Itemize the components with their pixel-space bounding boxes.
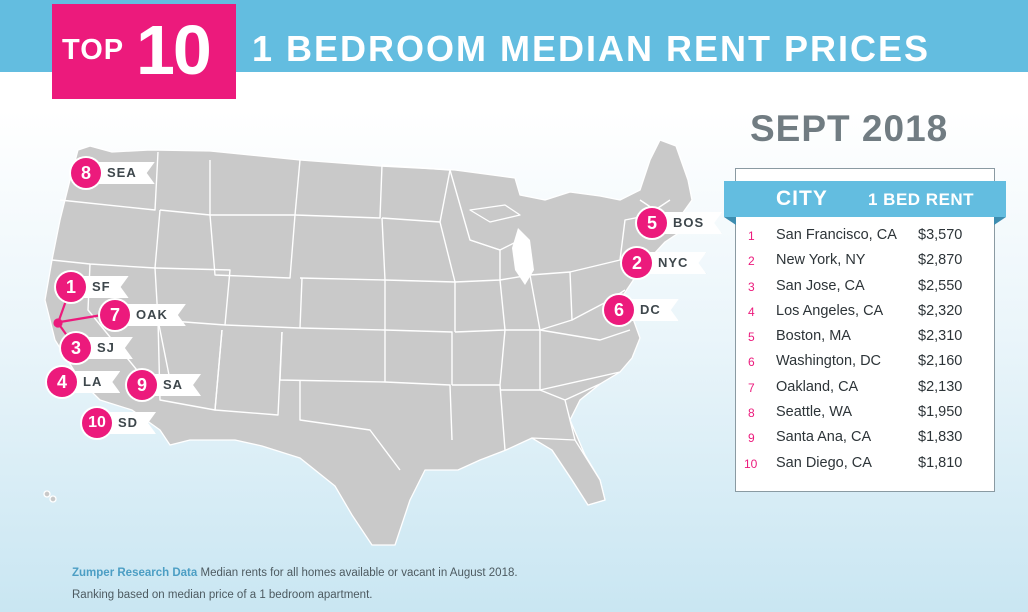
marker-rank: 9 xyxy=(127,370,157,400)
table-row: 7 Oakland, CA $2,130 xyxy=(736,377,994,402)
hawaii-dot xyxy=(49,495,57,503)
marker-rank: 5 xyxy=(637,208,667,238)
row-rank: 4 xyxy=(748,304,755,319)
row-rent: $1,830 xyxy=(918,429,963,446)
marker-rank: 2 xyxy=(622,248,652,278)
lake-michigan xyxy=(512,228,534,285)
row-city: Washington, DC xyxy=(776,353,882,370)
report-date: SEPT 2018 xyxy=(750,108,949,149)
florida xyxy=(531,437,606,506)
row-city: Los Angeles, CA xyxy=(776,302,884,319)
table-row: 10 San Diego, CA $1,810 xyxy=(736,453,994,478)
hawaii-dot xyxy=(43,490,51,498)
marker-rank: 1 xyxy=(56,272,86,302)
table-header: CITY 1 BED RENT xyxy=(724,181,1006,225)
oak-connector xyxy=(59,313,103,324)
row-rent: $3,570 xyxy=(918,227,963,243)
source-link[interactable]: Zumper Research Data xyxy=(72,567,198,579)
marker-rank: 6 xyxy=(604,295,634,325)
table-row: 2 New York, NY $2,870 xyxy=(736,250,994,275)
table-row: 9 Santa Ana, CA $1,830 xyxy=(736,427,994,452)
table-row: 6 Washington, DC $2,160 xyxy=(736,351,994,376)
row-city: New York, NY xyxy=(776,252,866,269)
col-rent-header: 1 BED RENT xyxy=(868,190,975,209)
footer-note-2: Ranking based on median price of a 1 bed… xyxy=(72,589,373,601)
row-rank: 9 xyxy=(748,431,755,446)
us-states xyxy=(43,139,693,546)
us-mainland-shape xyxy=(44,139,693,546)
marker-label: SEA xyxy=(93,162,155,184)
marker-rank: 7 xyxy=(100,300,130,330)
table-row: 8 Seattle, WA $1,950 xyxy=(736,402,994,427)
row-rent: $2,130 xyxy=(918,378,963,395)
page-title: 1 BEDROOM MEDIAN RENT PRICES xyxy=(252,28,931,69)
row-city: Boston, MA xyxy=(776,328,851,345)
row-rank: 6 xyxy=(748,355,755,370)
row-city: San Jose, CA xyxy=(776,277,865,294)
footer-source-line: Zumper Research Data Median rents for al… xyxy=(72,567,518,579)
marker-label: SF xyxy=(78,276,129,298)
marker-label: SD xyxy=(104,412,156,434)
row-rent: $1,810 xyxy=(918,454,963,471)
row-city: Seattle, WA xyxy=(776,404,853,421)
marker-label: NYC xyxy=(644,252,706,274)
table-row: 3 San Jose, CA $2,550 xyxy=(736,276,994,301)
row-rank: 7 xyxy=(748,380,755,395)
row-rent: $2,320 xyxy=(918,302,963,319)
marker-rank: 8 xyxy=(71,158,101,188)
marker-label: OAK xyxy=(122,304,186,326)
table-row: 1 San Francisco, CA $3,570 xyxy=(736,225,994,250)
row-city: Santa Ana, CA xyxy=(776,429,872,446)
row-city: Oakland, CA xyxy=(776,378,859,395)
table-rows: 1 San Francisco, CA $3,570 2 New York, NY $2… xyxy=(736,225,994,478)
row-rent: $2,160 xyxy=(918,353,963,370)
marker-rank: 10 xyxy=(82,408,112,438)
col-city-header: CITY xyxy=(776,187,828,210)
marker-label: LA xyxy=(69,371,120,393)
table-row: 4 Los Angeles, CA $2,320 xyxy=(736,301,994,326)
top10-badge: TOP 10 xyxy=(52,4,236,99)
marker-rank: 4 xyxy=(47,367,77,397)
top-word: TOP xyxy=(62,34,125,66)
table-row: 5 Boston, MA $2,310 xyxy=(736,326,994,351)
row-rent: $1,950 xyxy=(918,404,963,421)
top-number: 10 xyxy=(136,11,212,89)
row-rank: 1 xyxy=(748,229,755,243)
marker-label: DC xyxy=(626,299,679,321)
bay-area-dot xyxy=(53,318,63,328)
row-rank: 8 xyxy=(748,406,755,421)
row-city: San Francisco, CA xyxy=(776,227,897,243)
row-rank: 5 xyxy=(748,330,755,345)
marker-label: SJ xyxy=(83,337,133,359)
marker-label: BOS xyxy=(659,212,722,234)
row-rent: $2,310 xyxy=(918,328,963,345)
footer-note: Median rents for all homes available or … xyxy=(200,567,518,579)
michigan-upper xyxy=(469,204,521,223)
rent-table: CITY 1 BED RENT 1 San Francisco, CA $3,570… xyxy=(724,168,1006,492)
row-rank: 2 xyxy=(748,254,755,269)
marker-rank: 3 xyxy=(61,333,91,363)
row-rank: 3 xyxy=(748,279,755,294)
marker-label: SA xyxy=(149,374,201,396)
row-rent: $2,550 xyxy=(918,277,963,294)
row-rank: 10 xyxy=(744,456,758,471)
row-city: San Diego, CA xyxy=(776,454,872,471)
row-rent: $2,870 xyxy=(918,252,963,269)
